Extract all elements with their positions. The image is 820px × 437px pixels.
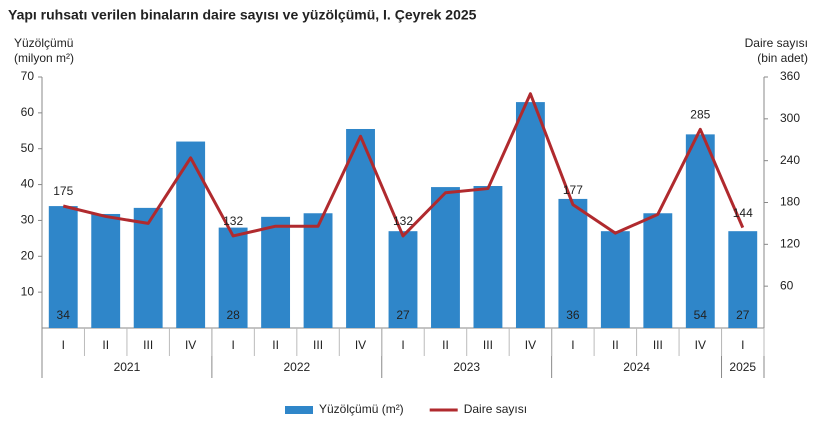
y2-tick-label: 240	[780, 153, 800, 167]
bar	[48, 206, 78, 328]
bar	[473, 186, 503, 328]
y2-tick-label: 60	[780, 278, 794, 292]
y2-tick-label: 180	[780, 195, 800, 209]
bar	[600, 231, 630, 328]
bar	[133, 207, 163, 328]
y-tick-label: 30	[21, 213, 35, 227]
bar-value-label: 34	[57, 308, 71, 322]
y-tick-label: 20	[21, 248, 35, 262]
y-tick-label: 10	[21, 284, 35, 298]
y-axis-label: Yüzölçümü	[14, 36, 73, 50]
legend-label: Yüzölçümü (m²)	[319, 402, 404, 416]
line-value-label: 132	[223, 214, 243, 228]
bar-value-label: 28	[226, 308, 240, 322]
line	[62, 92, 745, 238]
bar-value-label: 36	[566, 308, 580, 322]
y-axis-label: (milyon m²)	[14, 51, 74, 65]
x-group-label: 2022	[283, 360, 310, 374]
chart-title: Yapı ruhsatı verilen binaların daire say…	[8, 7, 477, 23]
x-tick-label: III	[653, 338, 663, 352]
x-group-label: 2021	[114, 360, 141, 374]
x-tick-label: II	[612, 338, 619, 352]
x-tick-label: II	[102, 338, 109, 352]
bar	[303, 213, 333, 328]
line-value-label: 175	[53, 184, 73, 198]
line-value-label: 285	[690, 107, 710, 121]
bar-value-label: 27	[736, 308, 750, 322]
y2-tick-label: 300	[780, 111, 800, 125]
y2-tick-label: 360	[780, 69, 800, 83]
x-tick-label: III	[313, 338, 323, 352]
bar	[218, 227, 248, 328]
x-group-label: 2025	[729, 360, 756, 374]
x-tick-label: IV	[695, 338, 706, 352]
y2-axis-label: Daire sayısı	[745, 36, 808, 50]
x-tick-label: III	[143, 338, 153, 352]
bar-value-label: 27	[396, 308, 410, 322]
x-tick-label: IV	[355, 338, 366, 352]
x-group-label: 2023	[453, 360, 480, 374]
x-tick-label: I	[62, 338, 65, 352]
bar	[431, 187, 460, 328]
x-group-label: 2024	[623, 360, 650, 374]
bar	[728, 231, 758, 328]
y-tick-label: 60	[21, 105, 35, 119]
legend-label: Daire sayısı	[464, 402, 527, 416]
x-tick-label: I	[741, 338, 744, 352]
bar	[176, 141, 206, 328]
x-tick-label: III	[483, 338, 493, 352]
y2-axis-label: (bin adet)	[757, 51, 808, 65]
bar	[643, 213, 673, 328]
x-tick-label: II	[442, 338, 449, 352]
bar	[685, 134, 715, 328]
x-tick-label: IV	[185, 338, 196, 352]
y-tick-label: 40	[21, 177, 35, 191]
x-tick-label: IV	[525, 338, 536, 352]
x-tick-label: I	[231, 338, 234, 352]
y-tick-label: 50	[21, 141, 35, 155]
y2-tick-label: 120	[780, 237, 800, 251]
x-tick-label: I	[401, 338, 404, 352]
bar	[558, 198, 588, 328]
bar	[261, 216, 291, 328]
x-tick-label: I	[571, 338, 574, 352]
bar-value-label: 54	[694, 308, 708, 322]
x-tick-label: II	[272, 338, 279, 352]
bar	[515, 102, 545, 328]
bar	[388, 231, 418, 328]
legend-swatch	[285, 406, 313, 414]
line-value-label: 177	[563, 183, 583, 197]
line-value-label: 144	[733, 206, 753, 220]
line-value-label: 132	[393, 214, 413, 228]
y-tick-label: 70	[21, 69, 35, 83]
bar	[91, 213, 121, 328]
